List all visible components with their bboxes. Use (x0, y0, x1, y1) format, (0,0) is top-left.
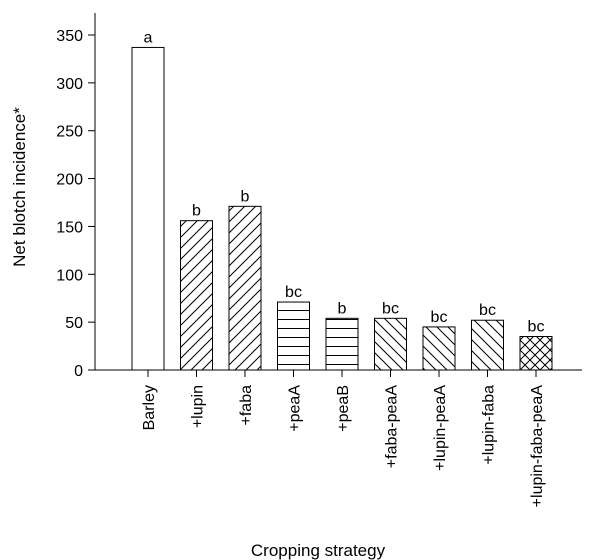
bar (180, 220, 213, 371)
y-tick-label: 250 (56, 124, 83, 141)
x-tick-label: Barley (141, 385, 158, 430)
significance-letter: b (241, 188, 250, 205)
y-tick-label: 150 (56, 219, 83, 236)
x-axis: Barley +lupin +faba +peaA +peaB +faba-peaA +lu… (95, 369, 582, 508)
y-axis-title: Net blotch incidence* (10, 107, 29, 267)
bars: a b b bc b bc bc bc bc (131, 29, 553, 371)
x-tick-label: +faba-peaA (384, 385, 401, 469)
x-tick-label: +faba (238, 385, 255, 426)
y-tick-label: 50 (65, 315, 83, 332)
y-tick-label: 300 (56, 76, 83, 93)
bar (519, 336, 553, 371)
significance-letter: bc (528, 319, 545, 336)
significance-letter: b (338, 300, 347, 317)
bar (471, 319, 504, 371)
bar (374, 317, 407, 371)
x-tick-label: +lupin-faba-peaA (529, 385, 546, 508)
significance-letter: b (192, 203, 201, 220)
significance-letter: bc (479, 302, 496, 319)
y-tick-label: 350 (56, 28, 83, 45)
y-tick-label: 0 (74, 363, 83, 380)
bar (277, 301, 310, 371)
bar (325, 317, 359, 371)
bar (131, 46, 165, 371)
significance-letter: bc (382, 300, 399, 317)
significance-letter: a (144, 29, 153, 46)
bar (422, 326, 456, 371)
y-tick-label: 200 (56, 172, 83, 189)
y-axis: 0 50 100 150 200 250 300 350 (56, 13, 96, 380)
x-tick-label: +lupin-faba (481, 385, 498, 465)
x-tick-label: +peaB (335, 385, 352, 432)
significance-letter: bc (285, 284, 302, 301)
x-axis-title: Cropping strategy (251, 541, 386, 560)
x-tick-label: +lupin-peaA (432, 385, 449, 471)
bar (228, 205, 262, 371)
x-tick-label: +lupin (190, 385, 207, 428)
x-tick-label: +peaA (287, 385, 304, 432)
significance-letter: bc (431, 309, 448, 326)
y-tick-label: 100 (56, 267, 83, 284)
